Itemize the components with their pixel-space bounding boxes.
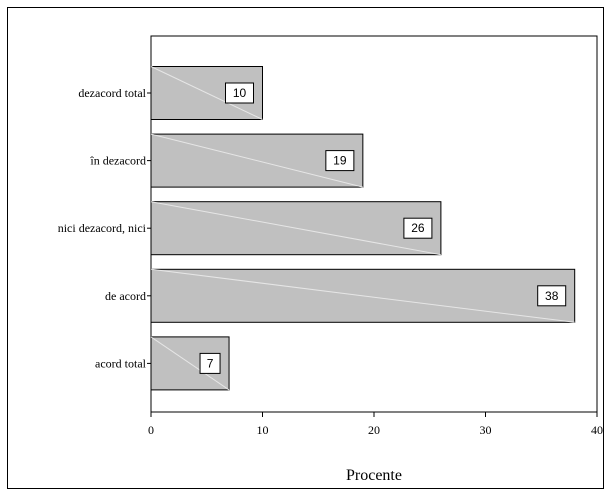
data-label-box-0 [225,82,254,104]
data-label-box-3 [537,285,567,307]
x-tick-label-4: 40 [591,423,603,437]
data-label-1: 19 [333,154,347,168]
bar-sheen-2 [150,201,441,256]
bar-sheen-4 [150,336,230,391]
bar-sheen-0 [150,66,263,120]
data-label-4: 7 [207,356,214,370]
x-tick-label-0: 0 [148,423,154,437]
bar-sheen-1 [150,133,363,188]
category-label-4: acord total [95,356,147,370]
bar-sheen-3 [150,268,575,323]
category-label-2: nici dezacord, nici [58,221,147,235]
data-label-3: 38 [545,289,559,303]
data-label-box-2 [403,217,433,239]
data-label-0: 10 [233,86,247,100]
data-label-box-1 [325,150,355,172]
x-tick-label-1: 10 [257,423,269,437]
category-label-3: de acord [105,289,146,303]
x-tick-label-2: 20 [368,423,380,437]
x-tick-label-3: 30 [480,423,492,437]
category-label-1: în dezacord [89,154,146,168]
category-label-0: dezacord total [78,86,146,100]
data-label-box-4 [199,352,221,374]
data-label-2: 26 [411,221,425,235]
x-axis-label: Procente [346,467,402,484]
